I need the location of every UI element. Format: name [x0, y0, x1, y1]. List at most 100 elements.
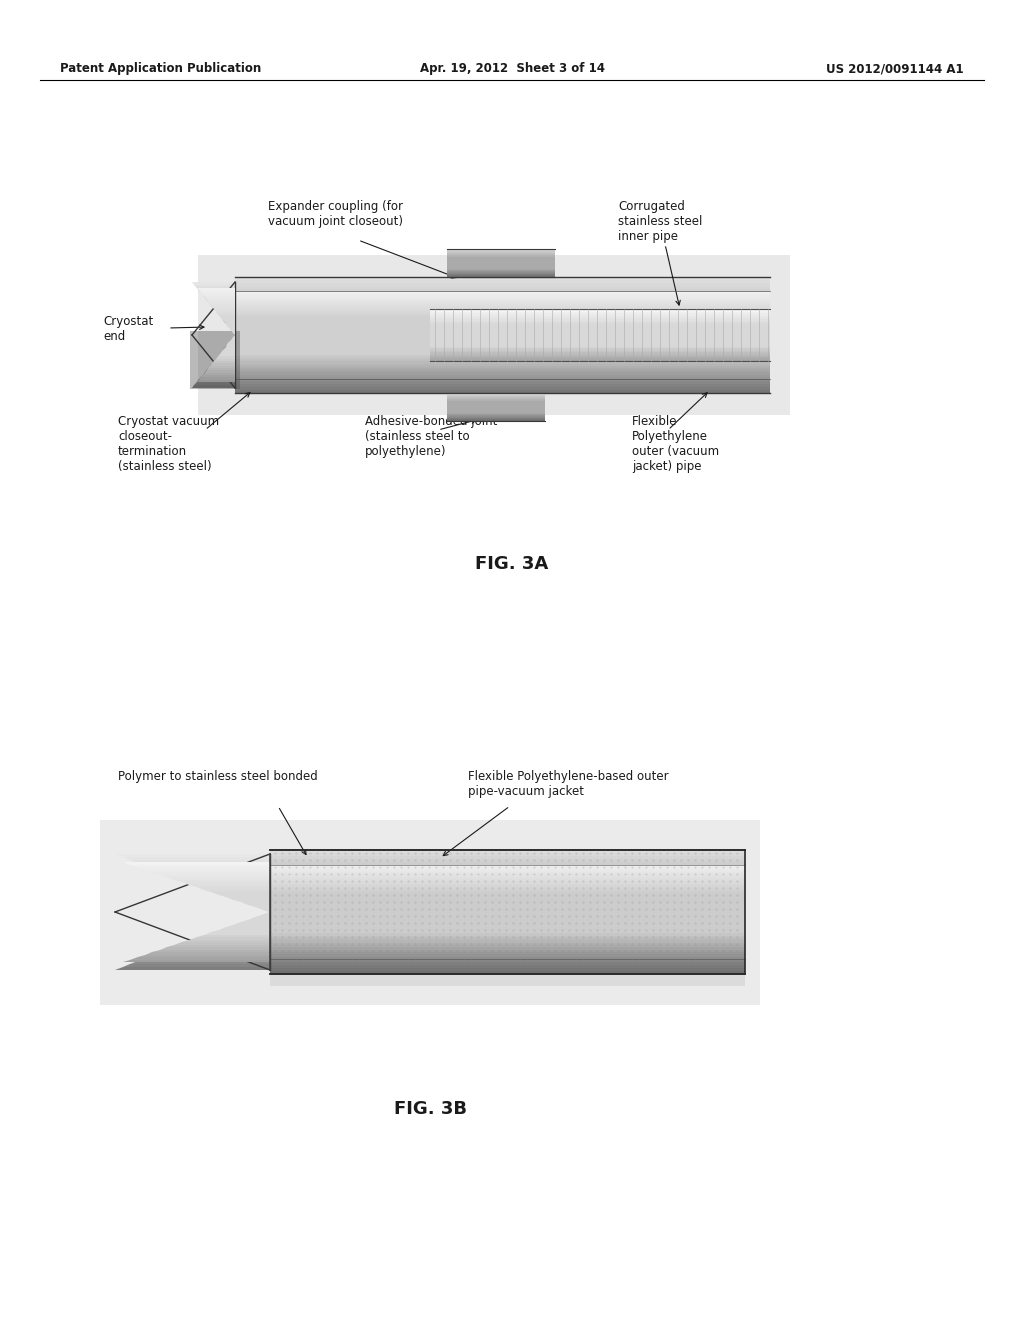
Polygon shape — [270, 888, 745, 891]
Polygon shape — [270, 873, 745, 874]
Polygon shape — [234, 368, 770, 370]
Polygon shape — [184, 941, 270, 944]
Polygon shape — [270, 909, 745, 912]
Polygon shape — [234, 342, 770, 343]
Polygon shape — [222, 319, 234, 322]
Polygon shape — [234, 384, 770, 387]
Polygon shape — [207, 367, 234, 370]
Polygon shape — [234, 366, 770, 368]
Polygon shape — [234, 323, 770, 326]
Polygon shape — [214, 359, 234, 360]
Polygon shape — [234, 352, 770, 355]
Polygon shape — [204, 932, 270, 935]
Polygon shape — [270, 924, 745, 927]
Polygon shape — [201, 375, 234, 378]
Text: Flexible Polyethylene-based outer
pipe-vacuum jacket: Flexible Polyethylene-based outer pipe-v… — [468, 770, 669, 799]
Polygon shape — [234, 362, 770, 363]
Polygon shape — [270, 952, 745, 956]
Polygon shape — [234, 356, 770, 359]
Polygon shape — [207, 300, 234, 302]
Polygon shape — [270, 875, 745, 878]
Polygon shape — [262, 909, 270, 912]
Polygon shape — [223, 321, 234, 323]
Polygon shape — [123, 862, 270, 865]
Polygon shape — [270, 909, 745, 912]
Polygon shape — [205, 370, 234, 372]
Polygon shape — [270, 896, 745, 900]
Polygon shape — [209, 366, 234, 368]
Polygon shape — [270, 945, 745, 948]
Polygon shape — [100, 820, 760, 1005]
Polygon shape — [234, 335, 770, 337]
Polygon shape — [234, 313, 770, 315]
Polygon shape — [232, 335, 234, 338]
Polygon shape — [270, 940, 745, 942]
Polygon shape — [270, 919, 745, 921]
Polygon shape — [234, 355, 770, 356]
Polygon shape — [234, 326, 770, 329]
Polygon shape — [270, 921, 745, 924]
Polygon shape — [234, 355, 770, 358]
Polygon shape — [241, 902, 270, 904]
Text: Corrugated
stainless steel
inner pipe: Corrugated stainless steel inner pipe — [618, 201, 702, 243]
Polygon shape — [270, 949, 745, 952]
Polygon shape — [255, 915, 270, 917]
Polygon shape — [233, 899, 270, 902]
Polygon shape — [154, 869, 270, 871]
Polygon shape — [270, 912, 745, 915]
Polygon shape — [270, 906, 745, 909]
Polygon shape — [234, 300, 770, 304]
Polygon shape — [270, 870, 745, 873]
Polygon shape — [270, 940, 745, 942]
Polygon shape — [220, 351, 234, 354]
Polygon shape — [270, 921, 745, 924]
Polygon shape — [115, 968, 270, 970]
Polygon shape — [162, 949, 270, 953]
Polygon shape — [233, 335, 234, 338]
Polygon shape — [216, 929, 270, 932]
Polygon shape — [234, 306, 770, 309]
Polygon shape — [234, 381, 770, 384]
Polygon shape — [270, 928, 745, 931]
Polygon shape — [222, 348, 234, 351]
Polygon shape — [234, 285, 770, 289]
Polygon shape — [234, 362, 770, 364]
Polygon shape — [226, 898, 270, 899]
Polygon shape — [182, 940, 270, 942]
Polygon shape — [270, 907, 745, 909]
Text: Flexible
Polyethylene
outer (vacuum
jacket) pipe: Flexible Polyethylene outer (vacuum jack… — [632, 414, 719, 473]
Polygon shape — [234, 376, 770, 379]
Polygon shape — [234, 293, 770, 296]
Polygon shape — [231, 338, 234, 339]
Polygon shape — [234, 280, 770, 282]
Polygon shape — [218, 314, 234, 317]
Polygon shape — [193, 883, 270, 886]
Polygon shape — [270, 949, 745, 952]
Polygon shape — [270, 884, 745, 887]
Polygon shape — [248, 904, 270, 907]
Polygon shape — [234, 315, 770, 317]
Polygon shape — [270, 865, 745, 867]
Polygon shape — [234, 359, 770, 362]
Polygon shape — [247, 903, 270, 907]
Polygon shape — [270, 961, 745, 965]
Polygon shape — [270, 871, 745, 875]
Polygon shape — [255, 907, 270, 909]
Polygon shape — [218, 895, 270, 898]
Polygon shape — [222, 348, 234, 351]
Polygon shape — [270, 876, 745, 879]
Polygon shape — [190, 331, 240, 389]
Polygon shape — [182, 882, 270, 884]
Polygon shape — [270, 912, 745, 915]
Polygon shape — [201, 935, 270, 939]
Polygon shape — [177, 878, 270, 880]
Polygon shape — [270, 903, 745, 906]
Polygon shape — [225, 323, 234, 326]
Polygon shape — [223, 927, 270, 929]
Polygon shape — [234, 350, 770, 352]
Polygon shape — [234, 330, 770, 333]
Polygon shape — [234, 343, 770, 347]
Polygon shape — [270, 900, 745, 903]
Polygon shape — [262, 912, 270, 915]
Polygon shape — [223, 347, 234, 348]
